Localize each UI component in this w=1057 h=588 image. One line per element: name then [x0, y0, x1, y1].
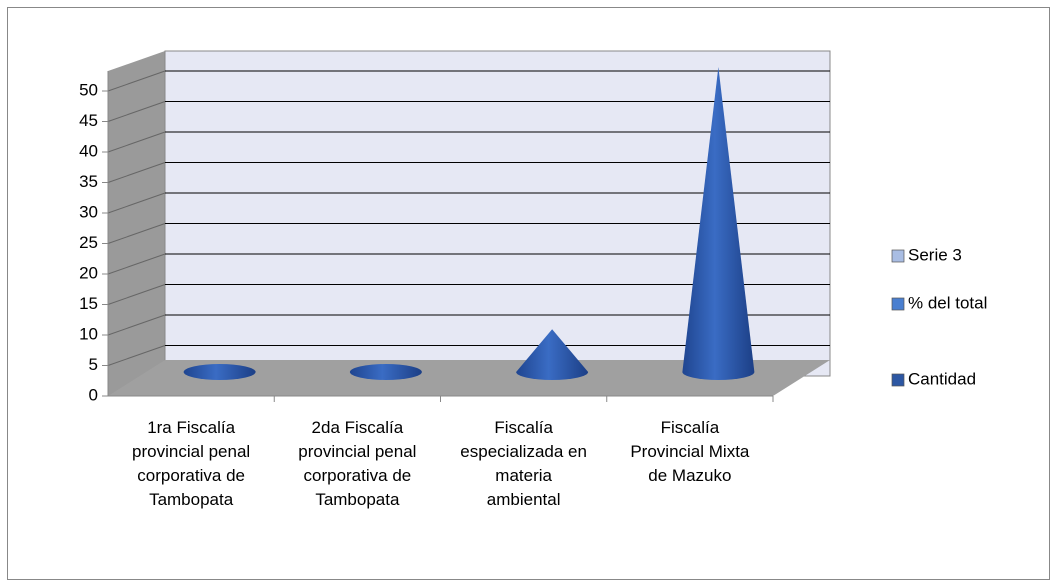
legend-swatch — [891, 373, 905, 387]
grid-line-side — [107, 131, 166, 153]
x-tick-label: Fiscalía especializada en materia ambien… — [460, 418, 587, 509]
y-tick-label: 10 — [79, 324, 98, 343]
y-tick-label: 35 — [79, 172, 98, 191]
grid-line-side — [107, 345, 166, 366]
y-tick-label: 25 — [79, 233, 98, 252]
legend-swatch — [891, 249, 905, 263]
y-tick-label: 30 — [79, 202, 98, 221]
legend-label: Serie 3 — [908, 245, 962, 264]
y-tick-label: 45 — [79, 111, 98, 130]
left-wall — [108, 51, 165, 396]
x-tick-label: Fiscalía Provincial Mixta de Mazuko — [630, 418, 750, 485]
grid-line-side — [107, 223, 166, 244]
grid-line-side — [107, 101, 166, 122]
x-tick-label: 2da Fiscalía provincial penal corporativ… — [298, 418, 417, 509]
y-tick-label: 15 — [79, 294, 98, 313]
grid-line-side — [107, 253, 166, 275]
grid-line-side — [107, 284, 166, 305]
legend-swatch — [891, 297, 905, 311]
grid-line-side — [107, 192, 166, 214]
cone — [516, 329, 589, 380]
y-tick-label: 0 — [89, 385, 98, 404]
grid-line-side — [107, 162, 166, 183]
legend-label: % del total — [908, 293, 987, 312]
y-tick-label: 20 — [79, 263, 98, 282]
x-tick-label: 1ra Fiscalía provincial penal corporativ… — [132, 418, 251, 509]
y-tick-label: 5 — [89, 355, 98, 374]
legend-label: Cantidad — [908, 369, 976, 388]
floor — [108, 360, 830, 396]
cone — [349, 364, 422, 380]
grid-line-side — [107, 314, 166, 336]
grid-line-side — [107, 70, 166, 92]
cone — [183, 364, 256, 380]
y-tick-label: 40 — [79, 141, 98, 160]
cone — [682, 67, 755, 380]
y-tick-label: 50 — [79, 80, 98, 99]
